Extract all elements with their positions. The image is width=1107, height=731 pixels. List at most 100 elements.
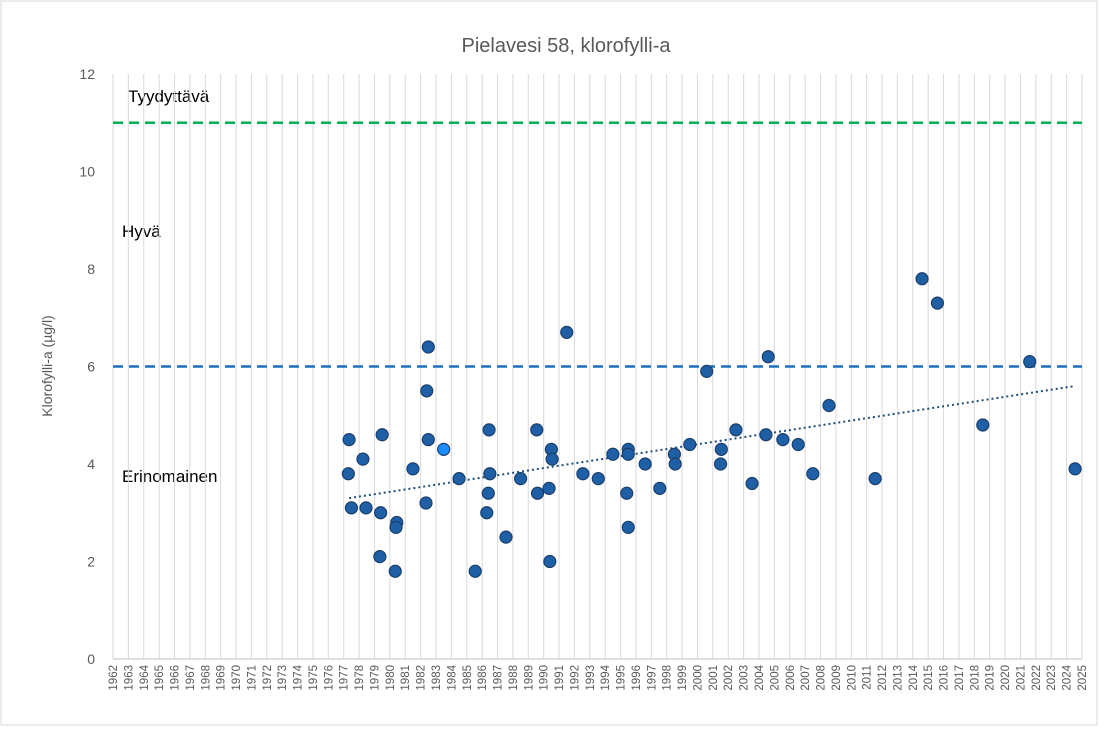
data-point [341, 467, 355, 481]
x-tick-label: 1977 [339, 665, 351, 691]
data-point [359, 501, 373, 515]
y-tick-label: 6 [87, 359, 95, 375]
x-tick-label: 2013 [892, 665, 904, 691]
x-tick-label: 1989 [523, 665, 535, 691]
x-tick-label: 2006 [785, 665, 797, 691]
data-point [560, 325, 574, 339]
x-tick-label: 1970 [231, 665, 243, 691]
data-point [468, 564, 482, 578]
data-point [375, 428, 389, 442]
data-point [976, 418, 990, 432]
x-tick-label: 1990 [539, 665, 551, 691]
y-tick-label: 8 [87, 261, 95, 277]
data-point [480, 506, 494, 520]
data-point [759, 428, 773, 442]
data-point [1068, 462, 1082, 476]
data-point [389, 520, 403, 534]
y-tick-label: 10 [79, 164, 95, 180]
x-tick-label: 2012 [877, 665, 889, 691]
zone-label: Hyvä [122, 222, 161, 241]
data-point [745, 476, 759, 491]
x-tick-label: 2009 [831, 665, 843, 691]
x-tick-label: 2002 [723, 665, 735, 691]
data-point [481, 486, 495, 500]
x-tick-label: 2019 [985, 665, 997, 691]
data-point [543, 554, 557, 569]
x-tick-label: 1973 [277, 665, 289, 691]
x-tick-label: 1982 [416, 665, 428, 691]
x-tick-label: 1965 [154, 665, 166, 691]
x-tick-label: 1998 [662, 665, 674, 691]
data-point [1023, 355, 1037, 369]
x-tick-label: 1986 [477, 665, 489, 691]
x-tick-label: 2017 [954, 665, 966, 691]
data-point [356, 452, 370, 466]
x-tick-label: 1968 [200, 665, 212, 691]
data-point [482, 423, 496, 437]
x-tick-label: 2004 [754, 664, 766, 690]
x-tick-label: 1964 [139, 664, 151, 690]
x-tick-label: 2014 [908, 664, 920, 690]
y-tick-label: 0 [87, 651, 95, 667]
y-tick-label: 2 [87, 554, 95, 570]
zone-label: Erinomainen [122, 467, 217, 486]
x-tick-label: 1971 [246, 665, 258, 691]
data-point [420, 384, 434, 398]
data-point [499, 530, 513, 544]
data-point [621, 520, 635, 534]
x-tick-label: 1969 [216, 665, 228, 691]
data-point [530, 423, 544, 437]
data-point [868, 472, 882, 486]
x-tick-label: 1972 [262, 665, 274, 691]
data-point [638, 457, 652, 471]
x-tick-label: 2005 [769, 665, 781, 691]
data-point [653, 481, 667, 495]
data-point [483, 467, 497, 481]
data-point [915, 272, 929, 286]
x-tick-label: 1983 [431, 665, 443, 691]
x-tick-label: 1996 [631, 665, 643, 691]
x-tick-label: 1985 [462, 665, 474, 691]
y-axis-label: Klorofylli-a (µg/l) [39, 315, 55, 416]
data-point [761, 350, 775, 364]
data-point [713, 457, 728, 471]
data-point [714, 442, 728, 456]
x-tick-label: 2016 [939, 665, 951, 691]
data-point [729, 423, 743, 437]
x-tick-label: 1974 [293, 664, 305, 690]
x-tick-label: 1992 [569, 665, 581, 691]
y-tick-label: 12 [79, 66, 95, 82]
x-tick-label: 1967 [185, 665, 197, 691]
x-tick-label: 2007 [800, 665, 812, 691]
x-tick-label: 2010 [846, 665, 858, 691]
x-tick-label: 1966 [170, 665, 182, 691]
x-tick-label: 1979 [369, 665, 381, 691]
data-point [591, 472, 605, 486]
data-point [683, 437, 697, 452]
data-point [576, 467, 590, 481]
chart-title: Pielavesi 58, klorofylli-a [462, 35, 672, 57]
x-tick-label: 2008 [816, 665, 828, 691]
data-point [344, 501, 359, 515]
data-point [406, 462, 420, 476]
x-tick-label: 1980 [385, 665, 397, 691]
x-tick-label: 1997 [646, 665, 658, 691]
x-tick-label: 2021 [1015, 665, 1027, 691]
x-tick-label: 1993 [585, 665, 597, 691]
x-tick-label: 1987 [493, 665, 505, 691]
x-tick-label: 1999 [677, 665, 689, 691]
data-point [388, 564, 402, 578]
data-point [806, 467, 820, 481]
x-tick-label: 2024 [1062, 664, 1074, 690]
data-point [342, 433, 356, 447]
x-tick-label: 1995 [616, 665, 628, 691]
data-point [822, 398, 836, 413]
data-point [776, 433, 790, 447]
data-point [513, 472, 528, 486]
x-tick-label: 2015 [923, 665, 935, 691]
data-point [373, 550, 387, 564]
data-point [930, 296, 945, 310]
x-tick-label: 2023 [1046, 665, 1058, 691]
data-point [700, 364, 714, 378]
